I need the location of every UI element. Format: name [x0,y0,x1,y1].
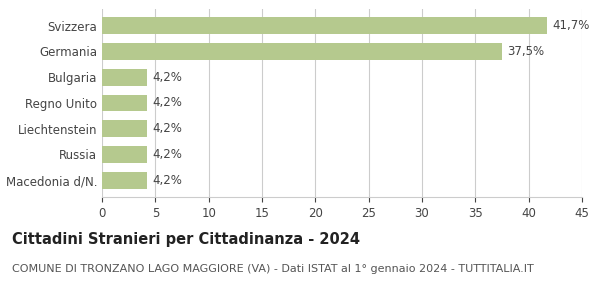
Bar [102,172,147,188]
Text: 4,2%: 4,2% [152,71,182,84]
Bar [102,43,502,60]
Bar [102,120,147,137]
Bar [102,95,147,111]
Bar [102,17,547,34]
Text: 41,7%: 41,7% [552,19,590,32]
Bar [102,69,147,86]
Text: 4,2%: 4,2% [152,174,182,187]
Text: 4,2%: 4,2% [152,148,182,161]
Text: 4,2%: 4,2% [152,97,182,109]
Text: Cittadini Stranieri per Cittadinanza - 2024: Cittadini Stranieri per Cittadinanza - 2… [12,232,360,247]
Text: 4,2%: 4,2% [152,122,182,135]
Text: COMUNE DI TRONZANO LAGO MAGGIORE (VA) - Dati ISTAT al 1° gennaio 2024 - TUTTITAL: COMUNE DI TRONZANO LAGO MAGGIORE (VA) - … [12,264,534,274]
Bar [102,146,147,163]
Text: 37,5%: 37,5% [508,45,544,58]
